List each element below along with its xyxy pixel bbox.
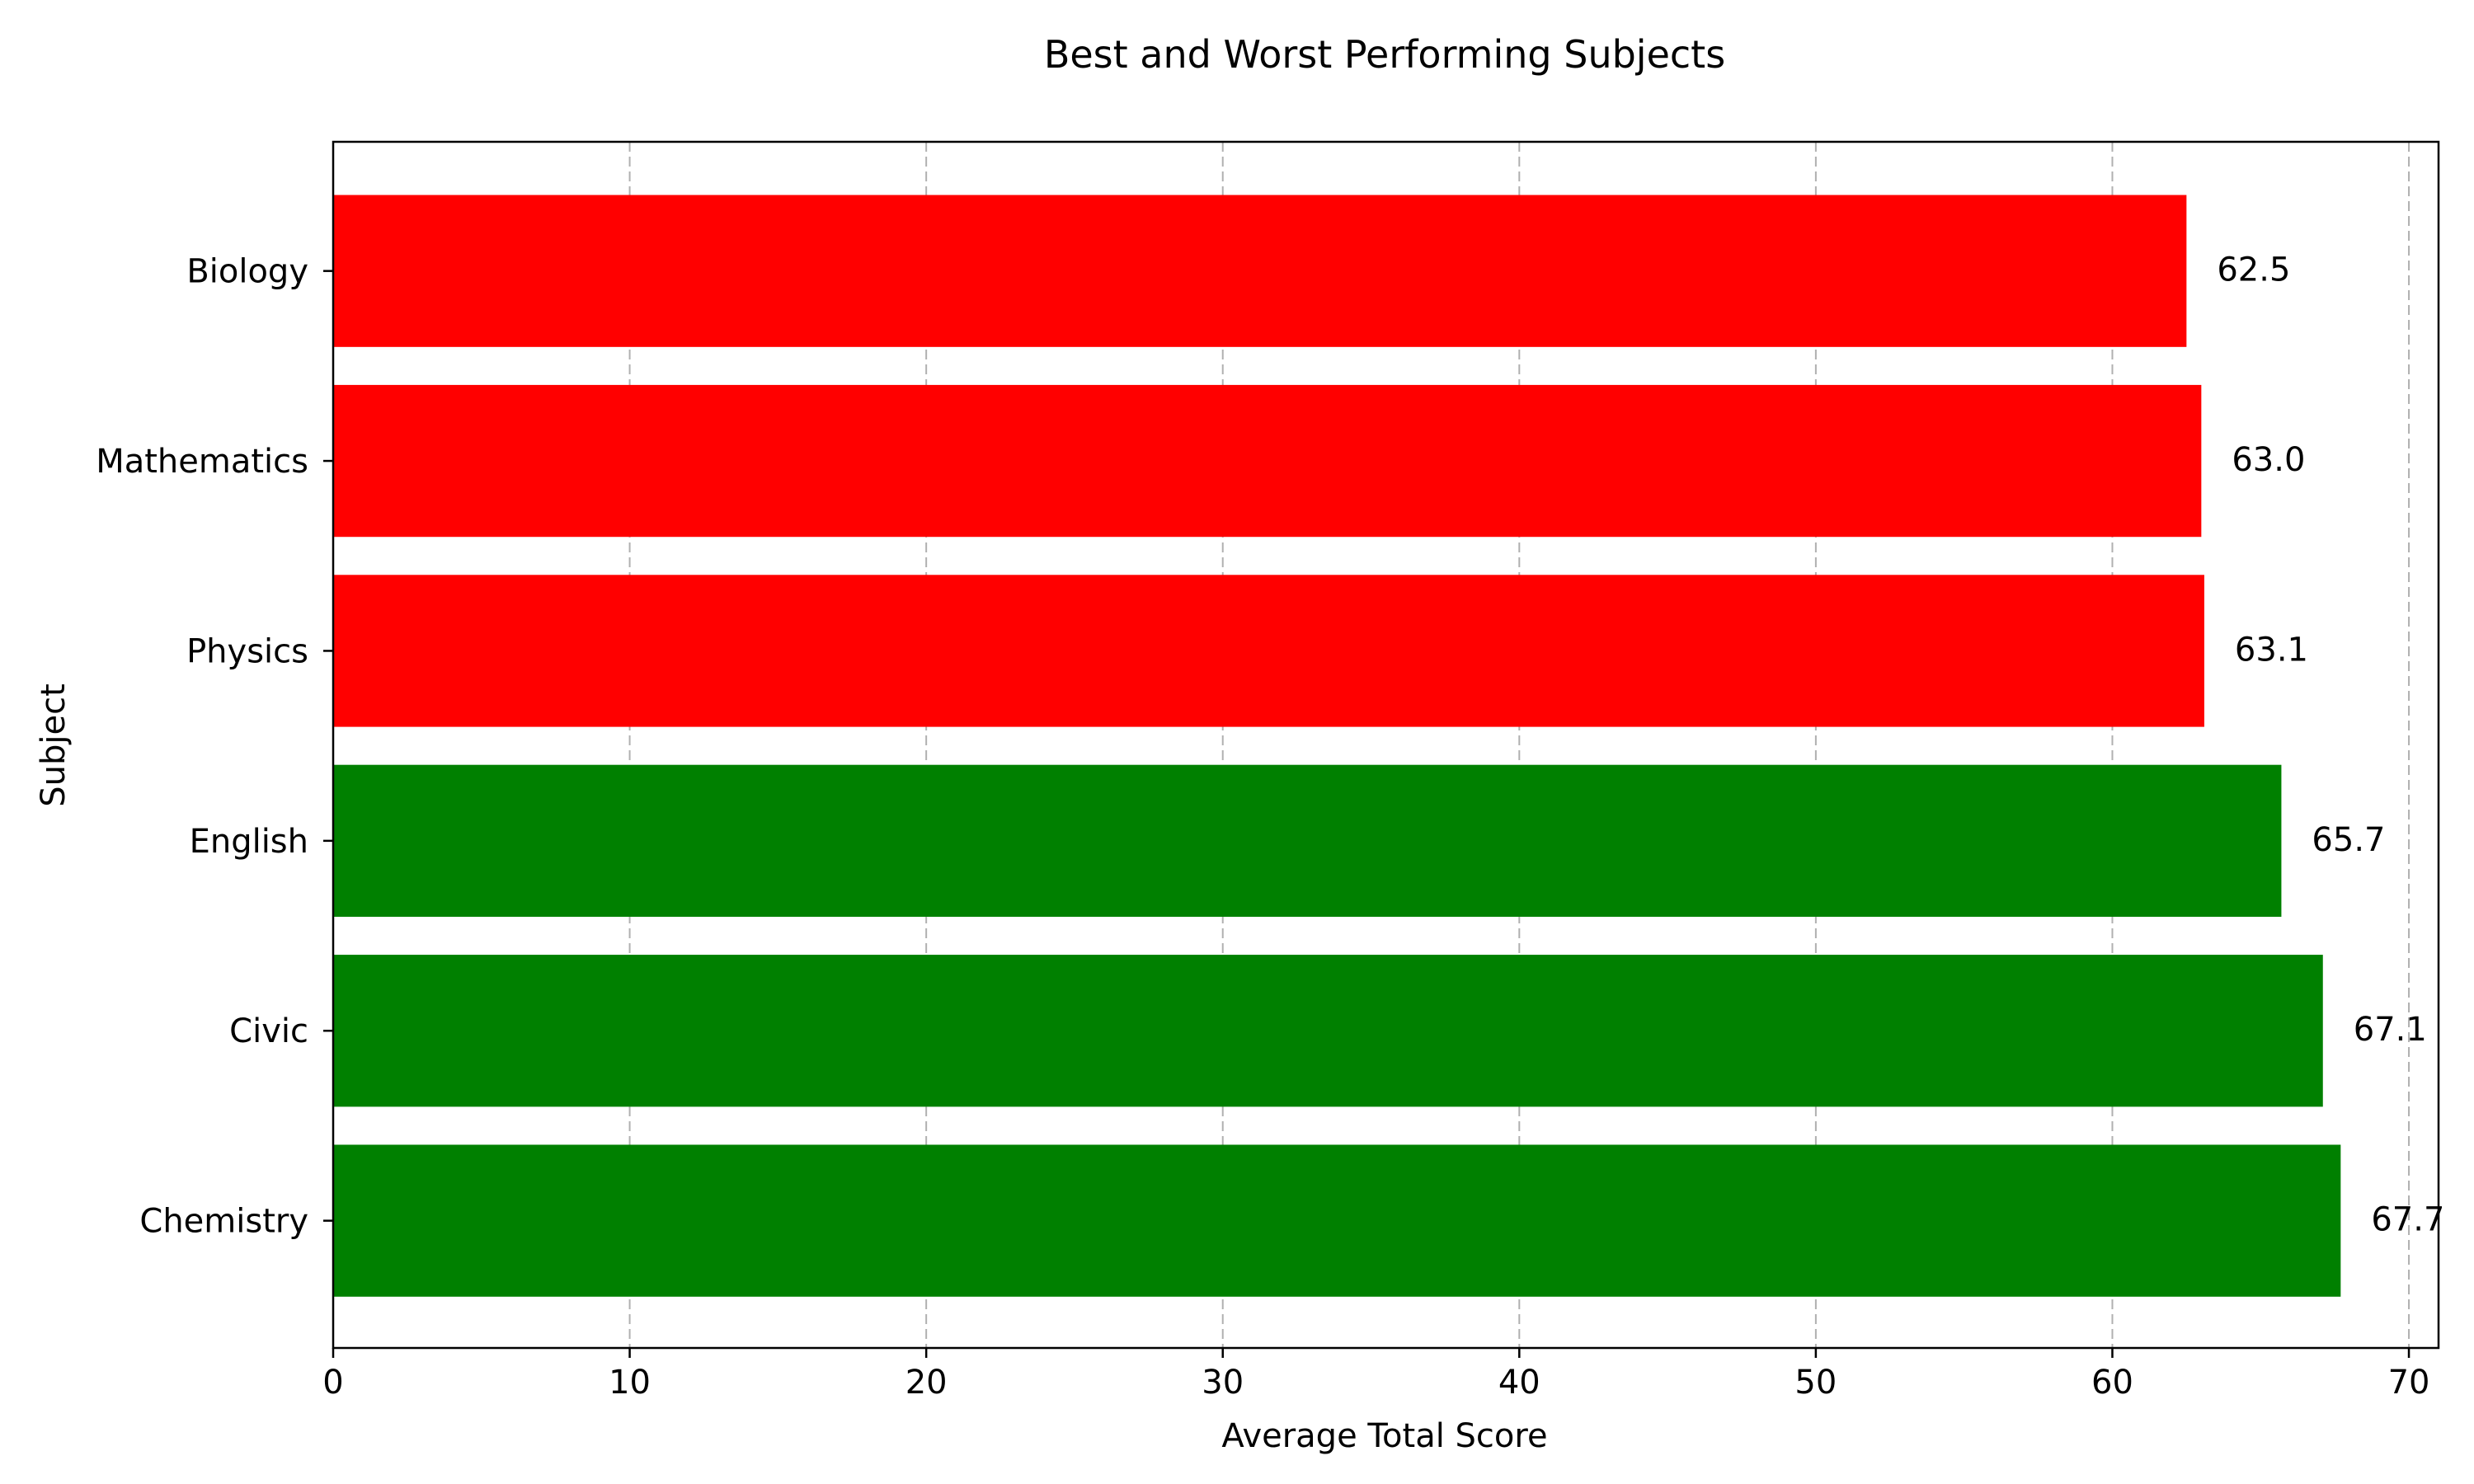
y-tick-label: English bbox=[190, 823, 308, 861]
y-tick-label: Mathematics bbox=[96, 443, 308, 481]
value-label: 63.0 bbox=[2232, 441, 2305, 479]
y-tick-label: Biology bbox=[186, 253, 308, 291]
value-label: 62.5 bbox=[2217, 251, 2290, 289]
plot-frame bbox=[332, 140, 2440, 1350]
bar-chemistry bbox=[333, 1144, 2341, 1297]
x-tick-label: 60 bbox=[2091, 1364, 2133, 1402]
chart-title: Best and Worst Performing Subjects bbox=[1044, 32, 1725, 77]
value-label: 67.7 bbox=[2371, 1201, 2444, 1239]
bar-physics bbox=[333, 575, 2204, 727]
bar-biology bbox=[333, 195, 2187, 347]
value-labels: 67.7 67.1 65.7 63.1 63.0 62.5 bbox=[2217, 251, 2444, 1239]
y-axis-label: Subject bbox=[35, 683, 73, 807]
x-tick-label: 40 bbox=[1498, 1364, 1540, 1402]
x-tick-label: 30 bbox=[1202, 1364, 1244, 1402]
x-tick-label: 70 bbox=[2388, 1364, 2430, 1402]
value-label: 65.7 bbox=[2312, 821, 2385, 859]
x-tick-label: 50 bbox=[1794, 1364, 1837, 1402]
x-tick-label: 10 bbox=[609, 1364, 651, 1402]
value-label: 67.1 bbox=[2354, 1011, 2427, 1049]
x-axis-label: Average Total Score bbox=[1221, 1417, 1547, 1455]
y-tick-label: Physics bbox=[186, 632, 308, 670]
bar-english bbox=[333, 764, 2282, 918]
y-tick-label: Civic bbox=[229, 1012, 308, 1050]
bar-mathematics bbox=[333, 384, 2202, 538]
bars bbox=[333, 195, 2341, 1297]
y-tick-label: Chemistry bbox=[139, 1203, 308, 1241]
x-axis-ticks: 0 10 20 30 40 50 60 70 bbox=[322, 1348, 2429, 1402]
x-tick-label: 20 bbox=[905, 1364, 948, 1402]
x-tick-label: 0 bbox=[322, 1364, 343, 1402]
y-axis-ticks: Chemistry Civic English Physics Mathematics B… bbox=[96, 253, 333, 1241]
bar-civic bbox=[333, 955, 2323, 1107]
value-label: 63.1 bbox=[2235, 631, 2308, 669]
